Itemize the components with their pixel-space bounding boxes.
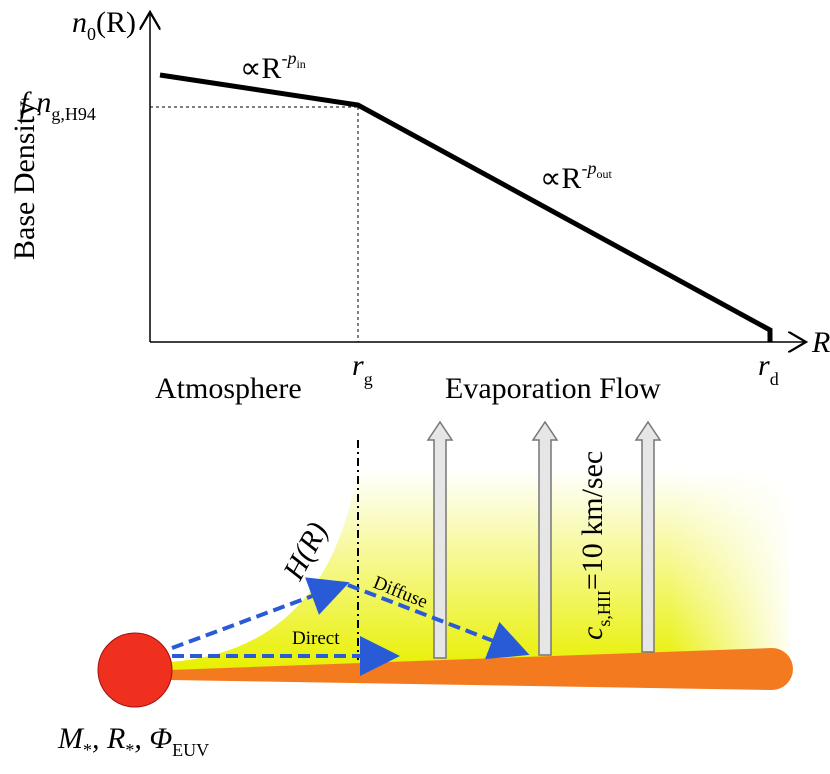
flow-arrows (426, 420, 662, 659)
text: 0 (87, 24, 96, 44)
text: s,HII (594, 590, 614, 627)
text: -p (581, 158, 596, 178)
star (97, 632, 173, 708)
text: -p (281, 48, 296, 68)
region-label: Atmosphere (155, 372, 302, 405)
text: ∝R (240, 52, 281, 85)
text: g (364, 369, 373, 389)
text: (R) (96, 6, 136, 39)
text: in (296, 57, 305, 71)
star-params: M*, R*, ΦEUV (57, 722, 209, 760)
direct-label: Direct (292, 628, 340, 649)
disk (170, 648, 793, 690)
slope-label: ∝R-pout (540, 158, 612, 195)
region-label: Evaporation Flow (445, 372, 661, 405)
text: g,H94 (51, 104, 96, 124)
text: =10 km/sec (576, 451, 609, 590)
text: out (596, 167, 612, 181)
y-label: Base Density (8, 101, 41, 260)
text: * (125, 740, 134, 760)
radiation (171, 577, 530, 676)
text: r (758, 349, 770, 382)
text: EUV (172, 740, 209, 760)
text: d (770, 369, 779, 389)
text: ∝R (540, 162, 581, 195)
text: * (83, 740, 92, 760)
x-marker: rd (758, 349, 779, 389)
x-marker: rg (352, 349, 373, 389)
text: M (57, 722, 85, 755)
fade (170, 465, 795, 670)
x-title: R (811, 326, 830, 359)
text: c (576, 627, 609, 640)
text: , Φ (134, 722, 172, 755)
sound-speed: cs,HII=10 km/sec (576, 451, 614, 640)
text: n (36, 86, 51, 119)
slope-label: ∝R-pin (240, 48, 306, 85)
text: r (352, 349, 364, 382)
y-title: n0(R) (72, 6, 136, 44)
density-profile (159, 72, 773, 342)
text: , R (92, 722, 125, 755)
text: n (72, 6, 87, 39)
